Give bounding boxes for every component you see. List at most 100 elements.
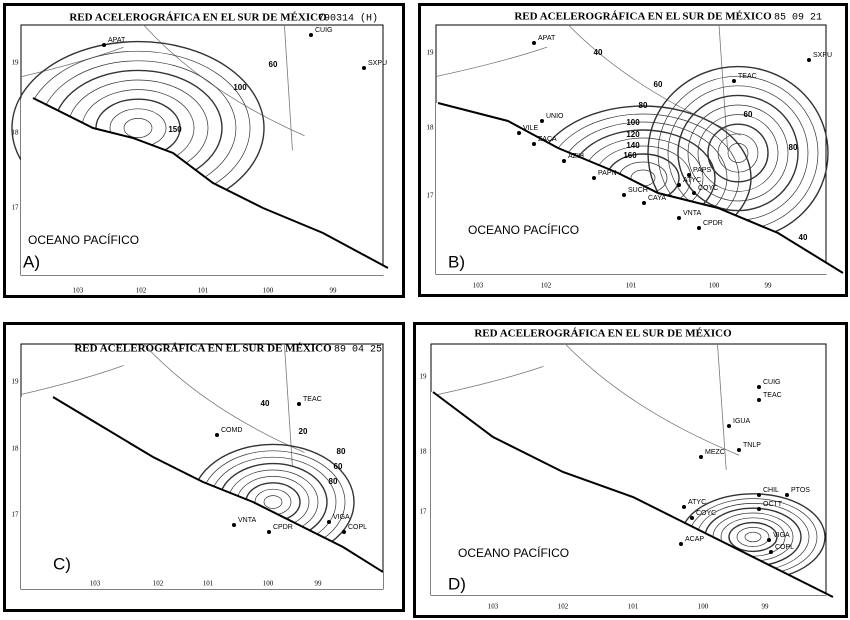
station-label: CUIG [315,27,333,34]
latitude-label: 17 [420,508,428,516]
longitude-label: 99 [762,603,770,611]
longitude-label: 99 [315,580,323,588]
longitude-label: 101 [203,580,214,588]
station-dot [737,448,741,452]
station-label: APAT [538,35,556,42]
panel-letter: A) [23,252,40,271]
station-label: ZACA [538,136,557,143]
latitude-label: 19 [12,378,20,386]
station-label: ATYC [683,177,701,184]
station-label: SUCH [628,187,648,194]
station-dot [267,530,271,534]
contour-label: 120 [626,130,640,139]
contour-line [677,94,799,212]
contour-label: 160 [623,151,637,160]
station-dot [102,43,106,47]
map-panel: RED ACELEROGRÁFICA EN EL SUR DE MÉXICO 85… [418,3,848,297]
station-dot [232,523,236,527]
station-label: COPL [775,544,794,551]
latitude-label: 19 [420,373,428,381]
station-dot [592,176,596,180]
station-label: VIGA [333,514,350,521]
longitude-label: 101 [198,287,209,295]
station-dot [757,507,761,511]
station-label: CUIG [763,379,781,386]
station-dot [699,455,703,459]
map-panel: RED ACELEROGRÁFICA EN EL SUR DE MÉXICO D)… [413,322,848,618]
station-label: TEAC [763,392,782,399]
contour-line [744,531,762,543]
station-label: VIGA [773,532,790,539]
longitude-label: 99 [765,282,773,290]
panel-letter: C) [53,554,71,573]
map-panel: RED ACELEROGRÁFICA EN EL SUR DE MÉXICO 89… [3,322,405,612]
event-id: 89 04 25 [334,345,382,356]
state-border [430,343,740,471]
ocean-label: OCEANO PACÍFICO [458,545,569,560]
latitude-label: 18 [12,129,20,137]
map-title: RED ACELEROGRÁFICA EN EL SUR DE MÉXICO [74,343,332,355]
latitude-label: 18 [420,448,428,456]
station-dot [677,216,681,220]
event-id: 85 09 21 [774,13,822,24]
station-dot [732,79,736,83]
contour-line [697,114,779,192]
station-label: AZIH [568,153,584,160]
station-label: PAPN [598,170,617,177]
station-label: IGUA [733,418,750,425]
station-label: VILE [523,125,539,132]
contour-label: 80 [789,143,798,152]
station-label: COPL [348,524,367,531]
station-label: CHIL [763,487,779,494]
contour-label: 80 [337,447,346,456]
station-label: PTOS [791,487,810,494]
station-dot [309,33,313,37]
station-dot [532,142,536,146]
coastline [437,102,844,274]
contour-line [707,123,769,183]
ocean [431,392,833,597]
contour-line [736,527,770,547]
contour-line [728,521,778,553]
coastline [52,396,384,573]
station-dot [697,226,701,230]
station-dot [327,520,331,524]
longitude-label: 102 [541,282,552,290]
station-dot [342,530,346,534]
latitude-label: 18 [12,445,20,453]
contour-label: 100 [233,83,247,92]
longitude-label: 101 [626,282,637,290]
ocean [436,103,843,274]
longitude-label: 100 [263,287,274,295]
latitude-label: 17 [12,204,20,212]
latitude-label: 19 [12,59,20,67]
station-dot [727,424,731,428]
station-dot [679,542,683,546]
station-label: MEZC [705,449,725,456]
station-dot [297,402,301,406]
contour-line [727,143,749,163]
station-dot [562,159,566,163]
station-dot [682,505,686,509]
longitude-label: 102 [558,603,569,611]
contour-label: 60 [334,462,343,471]
contour-label: 140 [626,141,640,150]
longitude-label: 103 [488,603,499,611]
latitude-label: 17 [427,192,435,200]
panel-letter: B) [448,252,465,271]
station-dot [215,433,219,437]
station-label: CPDR [273,524,293,531]
station-dot [532,41,536,45]
station-label: PAPS [693,167,711,174]
station-label: TNLP [743,442,761,449]
station-label: SXPU [368,60,387,67]
station-label: VNTA [238,517,256,524]
longitude-label: 103 [90,580,101,588]
station-label: COYC [696,510,716,517]
ocean [21,98,388,275]
contour-label: 80 [329,477,338,486]
contour-line [123,118,153,138]
coastline [432,391,834,598]
station-dot [517,131,521,135]
